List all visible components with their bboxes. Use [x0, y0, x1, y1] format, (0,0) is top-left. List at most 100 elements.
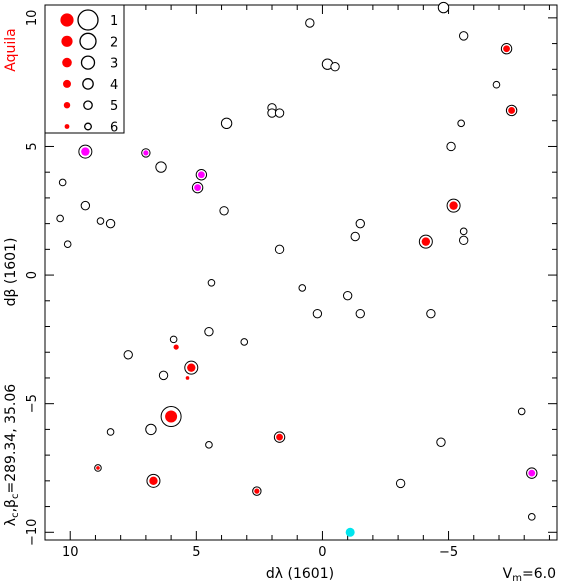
- star-marker: [500, 43, 513, 55]
- y-tick-label: −5: [25, 394, 40, 413]
- star-outline: [205, 441, 213, 449]
- legend-label: 4: [110, 78, 118, 93]
- star-marker: [155, 161, 167, 173]
- star-outline: [274, 108, 285, 118]
- y-axis-title: dβ (1601): [3, 238, 19, 307]
- star-outline: [517, 407, 526, 416]
- legend-label: 6: [110, 121, 118, 136]
- legend-open-marker: [82, 78, 94, 90]
- star-outline: [96, 217, 105, 225]
- star-fill: [528, 469, 536, 477]
- star-outline: [458, 235, 469, 246]
- star-outline: [350, 231, 360, 242]
- star-marker: [205, 441, 213, 449]
- star-outline: [240, 338, 249, 346]
- star-marker: [459, 227, 468, 236]
- star-marker: [355, 308, 365, 319]
- star-marker: [312, 308, 323, 319]
- star-outline: [220, 117, 233, 130]
- star-outline: [457, 119, 465, 128]
- legend-open-marker: [80, 55, 96, 70]
- star-outline: [204, 326, 214, 337]
- star-markers: [52, 1, 538, 537]
- star-marker: [184, 360, 199, 375]
- star-outline: [105, 218, 116, 229]
- star-marker: [446, 141, 456, 152]
- star-marker: [446, 198, 461, 213]
- star-outline: [492, 80, 501, 89]
- star-fill: [165, 410, 178, 423]
- vmag-label: Vm=6.0: [503, 566, 556, 584]
- star-marker: [80, 200, 91, 211]
- star-marker: [195, 169, 208, 181]
- star-outline: [155, 161, 167, 173]
- star-marker: [273, 431, 286, 443]
- y-tick-label: 0: [25, 271, 40, 279]
- star-marker: [220, 117, 233, 130]
- x-axis-title: dλ (1601): [266, 566, 334, 582]
- star-marker: [345, 527, 355, 537]
- star-marker: [457, 119, 465, 128]
- star-marker: [173, 344, 179, 350]
- star-outline: [305, 18, 315, 28]
- x-tick-label: 0: [318, 545, 326, 560]
- legend-items: 1 2 3 4 5 6: [60, 9, 118, 136]
- star-marker: [204, 326, 214, 337]
- legend-filled-marker: [63, 102, 71, 109]
- star-outline: [395, 478, 406, 489]
- star-marker: [185, 376, 190, 380]
- star-fill: [508, 107, 516, 114]
- star-marker: [63, 240, 72, 249]
- star-outline: [207, 278, 216, 287]
- star-marker: [146, 473, 161, 488]
- star-outline: [145, 423, 157, 436]
- star-marker: [169, 335, 178, 344]
- star-outline: [80, 200, 91, 211]
- center-coordinates-label: λc,βc=289.34, 35.06: [3, 384, 21, 526]
- star-marker: [106, 428, 115, 436]
- star-marker: [436, 437, 446, 447]
- y-tick-labels: −10 −5 0 5 10: [25, 10, 40, 546]
- legend-label: 5: [110, 99, 118, 114]
- y-tick-label: 5: [25, 142, 40, 150]
- star-marker: [94, 464, 102, 472]
- star-outline: [458, 31, 469, 41]
- star-outline: [355, 218, 365, 229]
- star-outline: [312, 308, 323, 319]
- star-marker: [78, 144, 93, 159]
- star-fill: [149, 476, 158, 486]
- star-marker: [96, 217, 105, 225]
- star-marker: [191, 181, 204, 194]
- star-marker: [418, 234, 433, 249]
- star-marker: [395, 478, 406, 489]
- x-tick-label: 5: [192, 545, 200, 560]
- legend: 1 2 3 4 5 6: [44, 4, 125, 136]
- star-marker: [342, 290, 353, 301]
- star-marker: [492, 80, 501, 89]
- star-marker: [105, 218, 116, 229]
- star-fill: [194, 184, 201, 192]
- star-outline: [63, 240, 72, 249]
- star-marker: [274, 244, 285, 255]
- star-marker: [350, 231, 360, 242]
- star-marker: [207, 278, 216, 287]
- star-outline: [58, 178, 67, 187]
- star-marker: [240, 338, 249, 346]
- star-marker: [141, 148, 151, 158]
- star-fill: [449, 201, 458, 210]
- star-outline: [123, 350, 133, 360]
- star-outline: [436, 437, 446, 447]
- star-marker: [458, 235, 469, 246]
- legend-label: 2: [110, 35, 118, 50]
- star-outline: [527, 513, 536, 521]
- legend-open-marker: [83, 100, 93, 111]
- star-outline: [219, 206, 229, 216]
- star-marker: [517, 407, 526, 416]
- star-outline: [56, 214, 64, 223]
- star-outline: [169, 335, 178, 344]
- star-marker: [158, 370, 169, 381]
- legend-filled-marker: [62, 57, 72, 68]
- star-marker: [58, 178, 67, 187]
- star-marker: [123, 350, 133, 360]
